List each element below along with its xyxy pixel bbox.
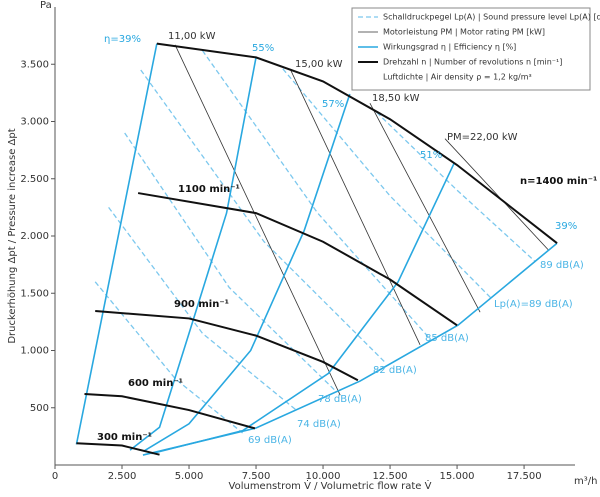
x-axis-title: Volumenstrom V̇ / Volumetric flow rate V… xyxy=(229,479,432,492)
sound-curve xyxy=(108,206,297,411)
sound-label: 74 dB(A) xyxy=(297,419,341,430)
sound-curve xyxy=(140,69,386,363)
sound-label: 85 dB(A) xyxy=(425,333,469,344)
efficiency-line xyxy=(143,93,351,452)
speed-curve xyxy=(76,442,160,456)
speed-curve xyxy=(137,192,458,327)
x-tick-label: 12.500 xyxy=(373,471,408,482)
sound-label: Lp(A)=89 dB(A) xyxy=(494,299,573,310)
sound-label: 78 dB(A) xyxy=(318,394,362,405)
speed-label: 600 min⁻¹ xyxy=(128,378,183,389)
legend-label: Wirkungsgrad η | Efficiency η [%] xyxy=(383,43,516,52)
y-tick-label: 1.000 xyxy=(20,346,49,357)
y-tick-label: 3.000 xyxy=(20,117,49,128)
power-label: 11,00 kW xyxy=(168,31,216,42)
x-tick-label: 0 xyxy=(52,471,58,482)
x-tick-label: 2.500 xyxy=(108,471,137,482)
legend-label: Motorleistung PM | Motor rating PM [kW] xyxy=(383,28,545,37)
efficiency-line xyxy=(75,43,158,445)
y-tick-label: 500 xyxy=(30,403,49,414)
speed-label: 300 min⁻¹ xyxy=(97,432,152,443)
y-tick-label: 2.500 xyxy=(20,174,49,185)
efficiency-label: 51% xyxy=(420,150,442,161)
efficiency-line xyxy=(129,57,257,451)
efficiency-label: 57% xyxy=(322,99,344,110)
power-label: PM=22,00 kW xyxy=(447,132,518,143)
power-line xyxy=(289,68,421,345)
sound-curve xyxy=(94,281,244,434)
efficiency-label: 39% xyxy=(555,221,577,232)
y-tick-label: 1.500 xyxy=(20,288,49,299)
sound-label: 82 dB(A) xyxy=(373,365,417,376)
y-unit: Pa xyxy=(40,0,52,11)
power-line xyxy=(369,102,481,313)
power-line xyxy=(174,44,341,396)
x-tick-label: 17.500 xyxy=(507,471,542,482)
speed-curve xyxy=(95,310,359,382)
x-tick-label: 7.500 xyxy=(242,471,271,482)
x-tick-label: 5.000 xyxy=(175,471,204,482)
x-tick-label: 15.000 xyxy=(440,471,475,482)
speed-curve xyxy=(84,393,256,430)
sound-label: 69 dB(A) xyxy=(248,435,292,446)
speed-curve xyxy=(156,42,558,245)
legend-label: Drehzahl n | Number of revolutions n [mi… xyxy=(383,58,562,67)
sound-label: 89 dB(A) xyxy=(540,260,584,271)
x-tick-label: 10.000 xyxy=(306,471,341,482)
legend-label: Luftdichte | Air density ρ = 1,2 kg/m³ xyxy=(383,73,532,82)
legend-box xyxy=(351,7,591,91)
speed-label: 1100 min⁻¹ xyxy=(178,184,240,195)
power-label: 18,50 kW xyxy=(372,93,420,104)
speed-label: n=1400 min⁻¹ xyxy=(520,176,597,187)
efficiency-label: 55% xyxy=(252,43,274,54)
y-tick-label: 2.000 xyxy=(20,231,49,242)
legend-label: Schalldruckpegel Lp(A) | Sound pressure … xyxy=(383,13,600,22)
y-tick-label: 3.500 xyxy=(20,59,49,70)
power-line xyxy=(444,138,549,251)
efficiency-line xyxy=(142,242,558,456)
sound-curve xyxy=(201,50,431,340)
sound-curve xyxy=(124,132,337,393)
efficiency-label: η=39% xyxy=(104,34,141,45)
power-label: 15,00 kW xyxy=(295,59,343,70)
x-unit: m³/h xyxy=(574,476,597,487)
speed-label: 900 min⁻¹ xyxy=(174,299,229,310)
y-axis-title: Druckerhöhung Δpt / Pressure increase Δp… xyxy=(7,128,18,343)
